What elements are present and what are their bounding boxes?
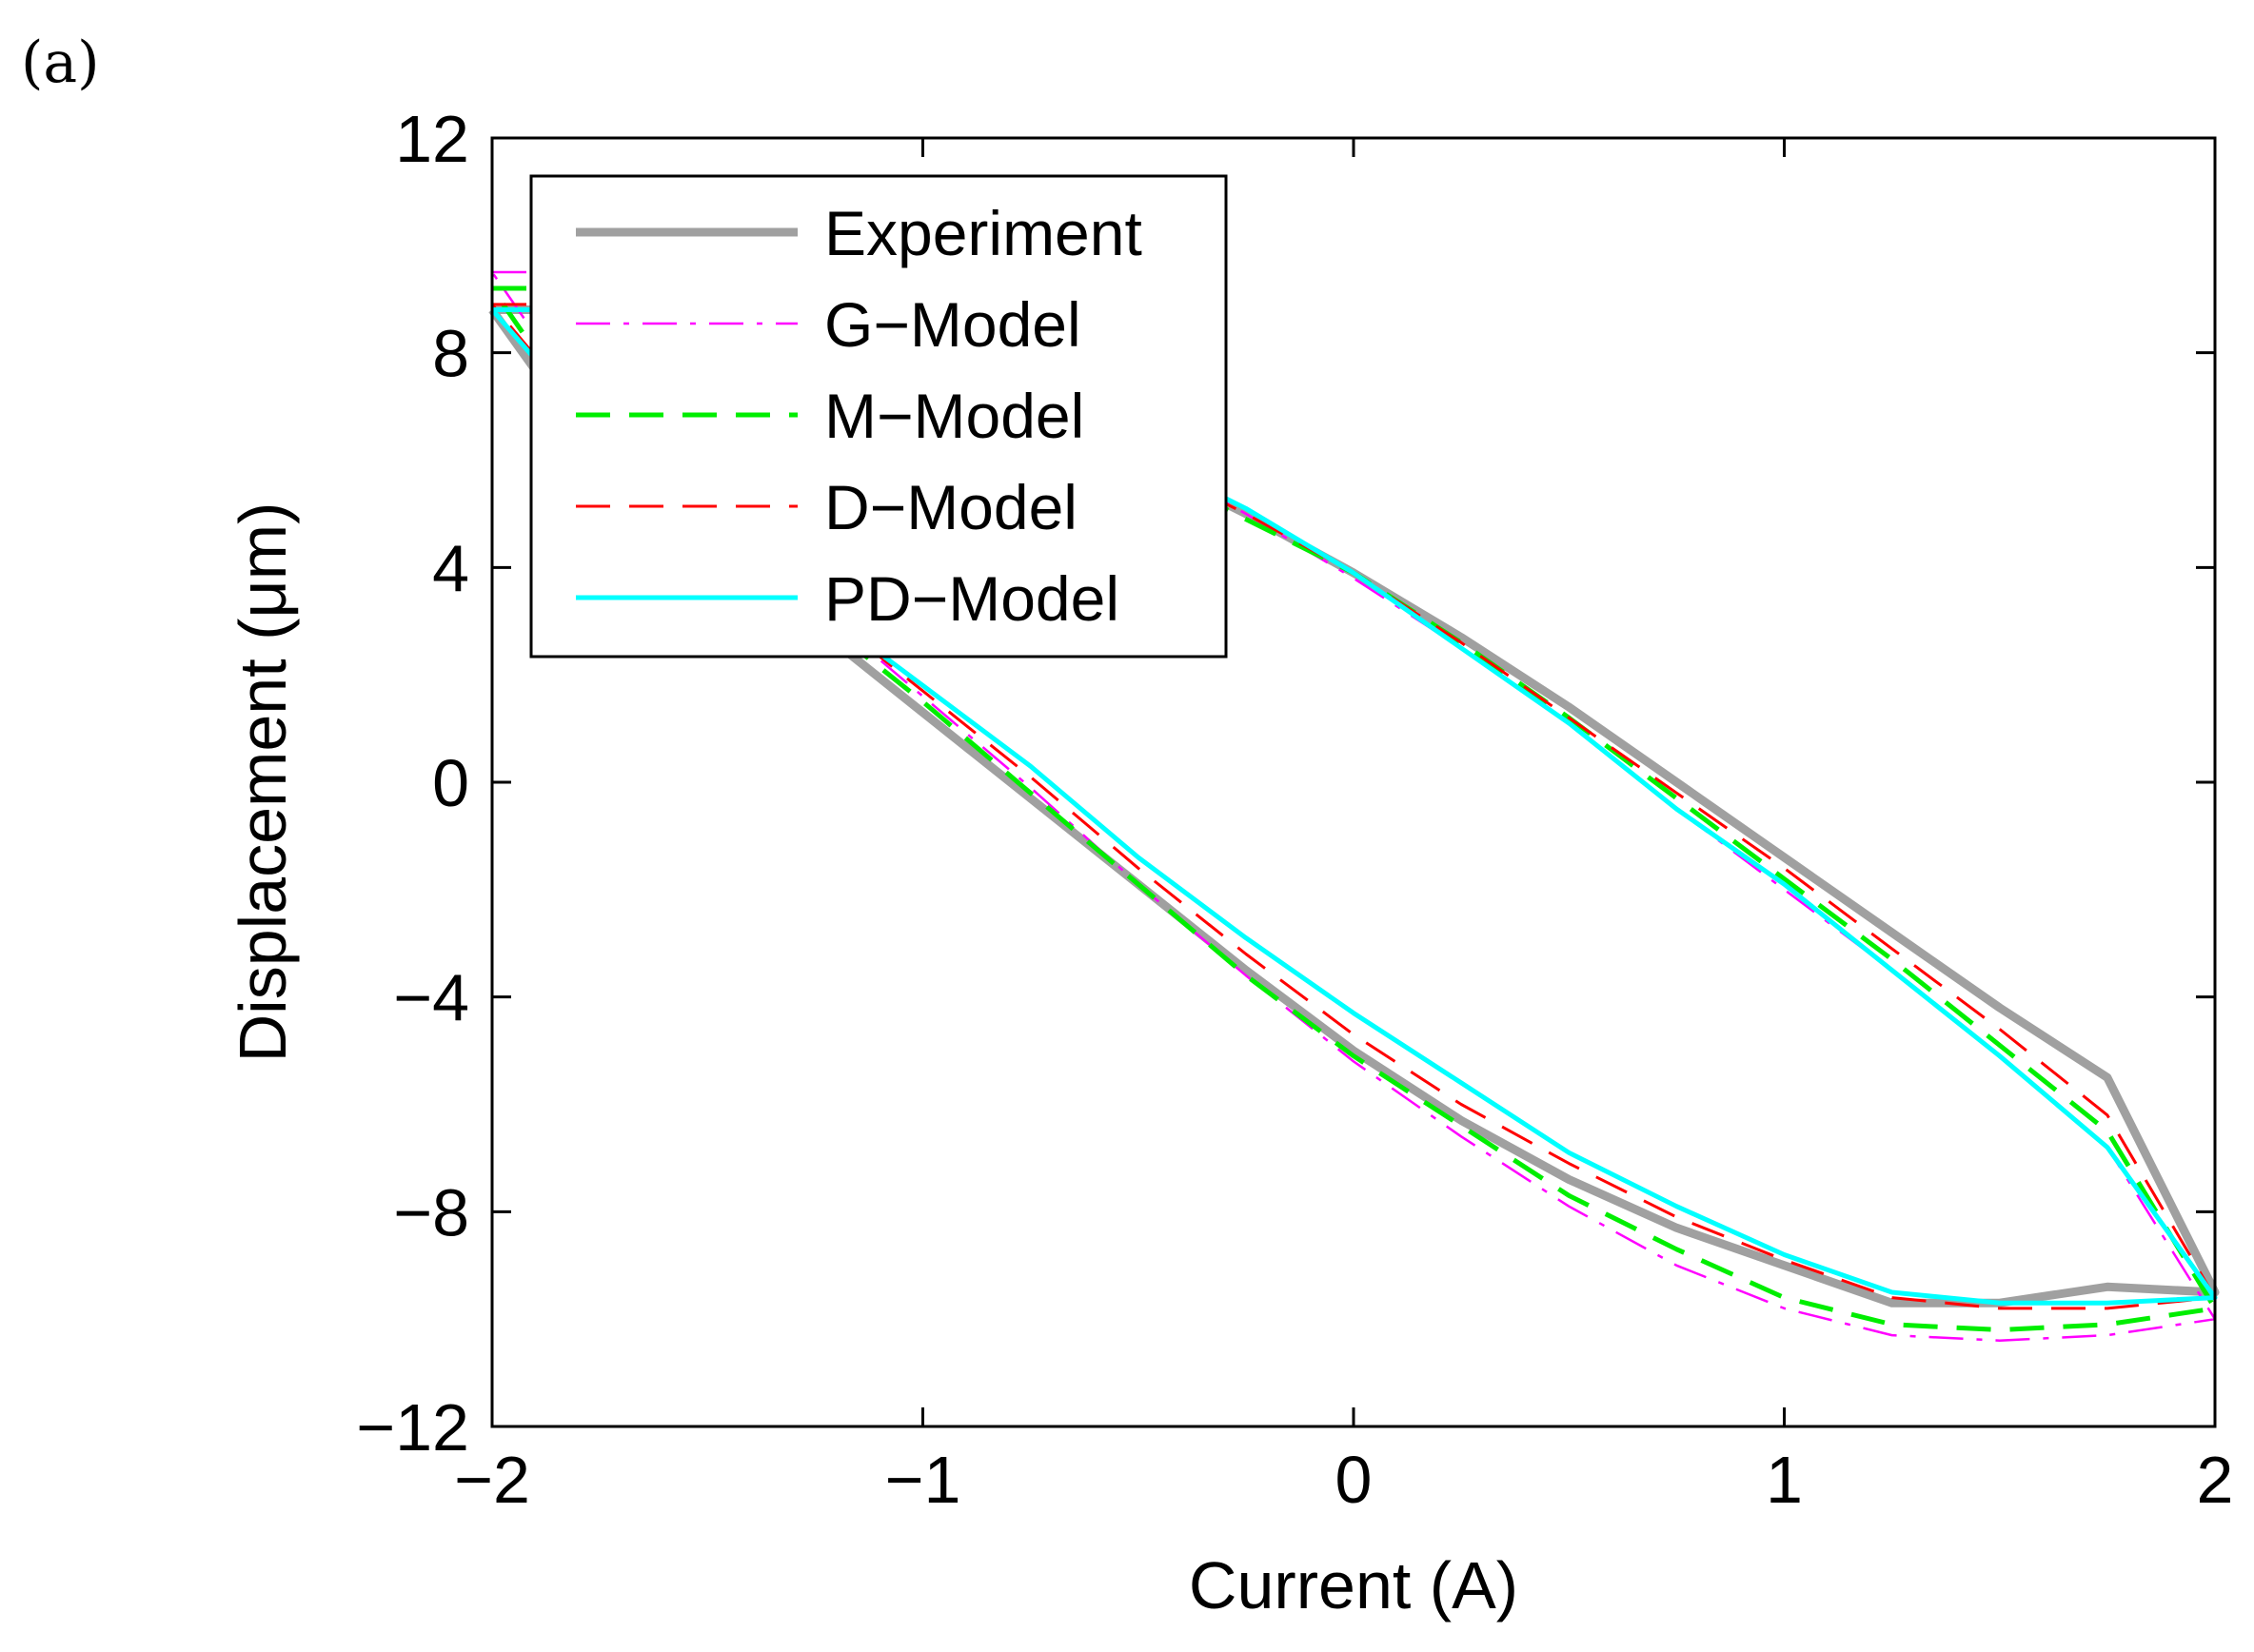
- legend-label: D−Model: [824, 472, 1078, 542]
- y-tick-label: 12: [395, 102, 469, 176]
- y-tick-label: 4: [432, 531, 469, 605]
- y-tick-label: −4: [393, 961, 469, 1035]
- legend: Experiment G−Model M−Model D−Model PD−Model: [529, 174, 1228, 659]
- x-tick-label: −2: [454, 1443, 530, 1517]
- legend-items: Experiment G−Model M−Model D−Model PD−Model: [576, 198, 1142, 634]
- legend-label: M−Model: [824, 381, 1084, 451]
- panel-label: (a): [21, 30, 100, 96]
- y-tick-label: −8: [393, 1175, 469, 1249]
- legend-label: G−Model: [824, 289, 1081, 360]
- x-tick-label: 1: [1766, 1443, 1803, 1517]
- x-tick-label: 2: [2197, 1443, 2234, 1517]
- y-tick-label: −12: [356, 1390, 469, 1465]
- y-tick-label: 8: [432, 317, 469, 391]
- legend-label: Experiment: [824, 198, 1142, 268]
- y-tick-label: 0: [432, 746, 469, 820]
- x-tick-label: 0: [1335, 1443, 1373, 1517]
- y-axis-title: Displacement (μm): [226, 502, 300, 1063]
- x-axis-title: Current (A): [1189, 1548, 1518, 1622]
- legend-label: PD−Model: [824, 563, 1119, 634]
- x-tick-label: −1: [885, 1443, 961, 1517]
